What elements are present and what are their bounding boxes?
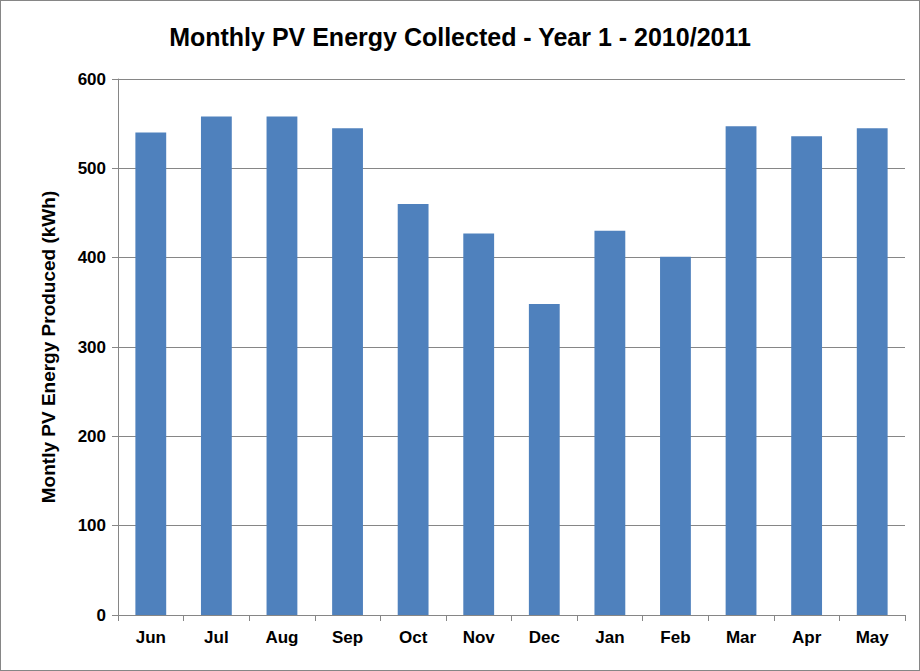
svg-text:Jun: Jun <box>136 628 166 647</box>
svg-text:400: 400 <box>78 248 106 267</box>
svg-text:0: 0 <box>97 606 106 625</box>
svg-text:Montly PV Energy Produced (kWh: Montly PV Energy Produced (kWh) <box>38 191 59 503</box>
svg-text:Mar: Mar <box>726 628 757 647</box>
svg-text:Monthly PV Energy Collected -: Monthly PV Energy Collected - Year 1 - 2… <box>169 23 751 51</box>
svg-text:May: May <box>856 628 890 647</box>
svg-text:600: 600 <box>78 70 106 89</box>
svg-text:Oct: Oct <box>399 628 428 647</box>
svg-text:Dec: Dec <box>529 628 560 647</box>
svg-text:Nov: Nov <box>463 628 496 647</box>
svg-text:300: 300 <box>78 338 106 357</box>
svg-text:Apr: Apr <box>792 628 822 647</box>
svg-text:200: 200 <box>78 427 106 446</box>
svg-text:Jan: Jan <box>595 628 624 647</box>
svg-text:Sep: Sep <box>332 628 363 647</box>
svg-text:100: 100 <box>78 516 106 535</box>
svg-text:Jul: Jul <box>204 628 229 647</box>
svg-text:500: 500 <box>78 159 106 178</box>
svg-text:Feb: Feb <box>660 628 690 647</box>
svg-text:Aug: Aug <box>265 628 298 647</box>
